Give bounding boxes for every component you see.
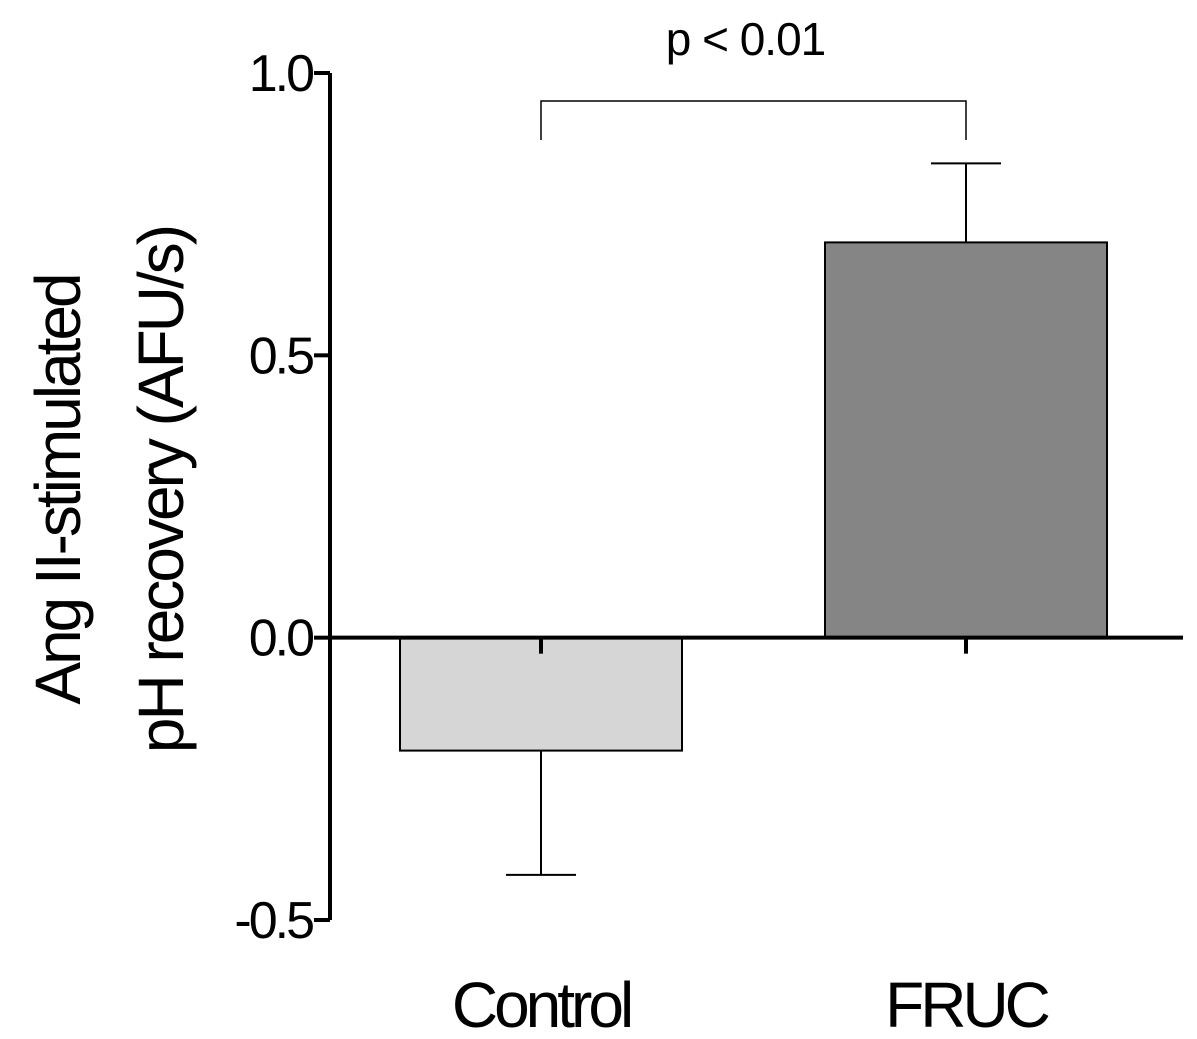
- x-tick-label-control: Control: [452, 969, 630, 1039]
- y-tick-label: 0.0: [249, 610, 313, 668]
- error-bars-group: [506, 162, 1001, 876]
- p-value-label: p < 0.01: [666, 13, 826, 65]
- significance-annotation: p < 0.01: [540, 13, 967, 140]
- y-axis-label: Ang II-stimulated pH recovery (AFU/s): [22, 227, 197, 753]
- y-axis-label-line-2: pH recovery (AFU/s): [125, 227, 197, 753]
- y-tick-label: 0.5: [249, 327, 313, 385]
- bar-fruc: [824, 241, 1108, 639]
- x-tick-labels-group: Control FRUC: [452, 969, 1053, 1039]
- bars-group: [399, 241, 1108, 752]
- bar-control: [399, 636, 683, 752]
- y-tick-label: -0.5: [234, 892, 313, 950]
- x-tick-label-fruc: FRUC: [885, 969, 1049, 1039]
- y-axis-label-line-1: Ang II-stimulated: [22, 275, 94, 704]
- axes-group: -0.5 0.0 0.5 1.0: [234, 45, 1183, 950]
- significance-bracket: [540, 100, 967, 140]
- y-tick-label: 1.0: [249, 45, 313, 103]
